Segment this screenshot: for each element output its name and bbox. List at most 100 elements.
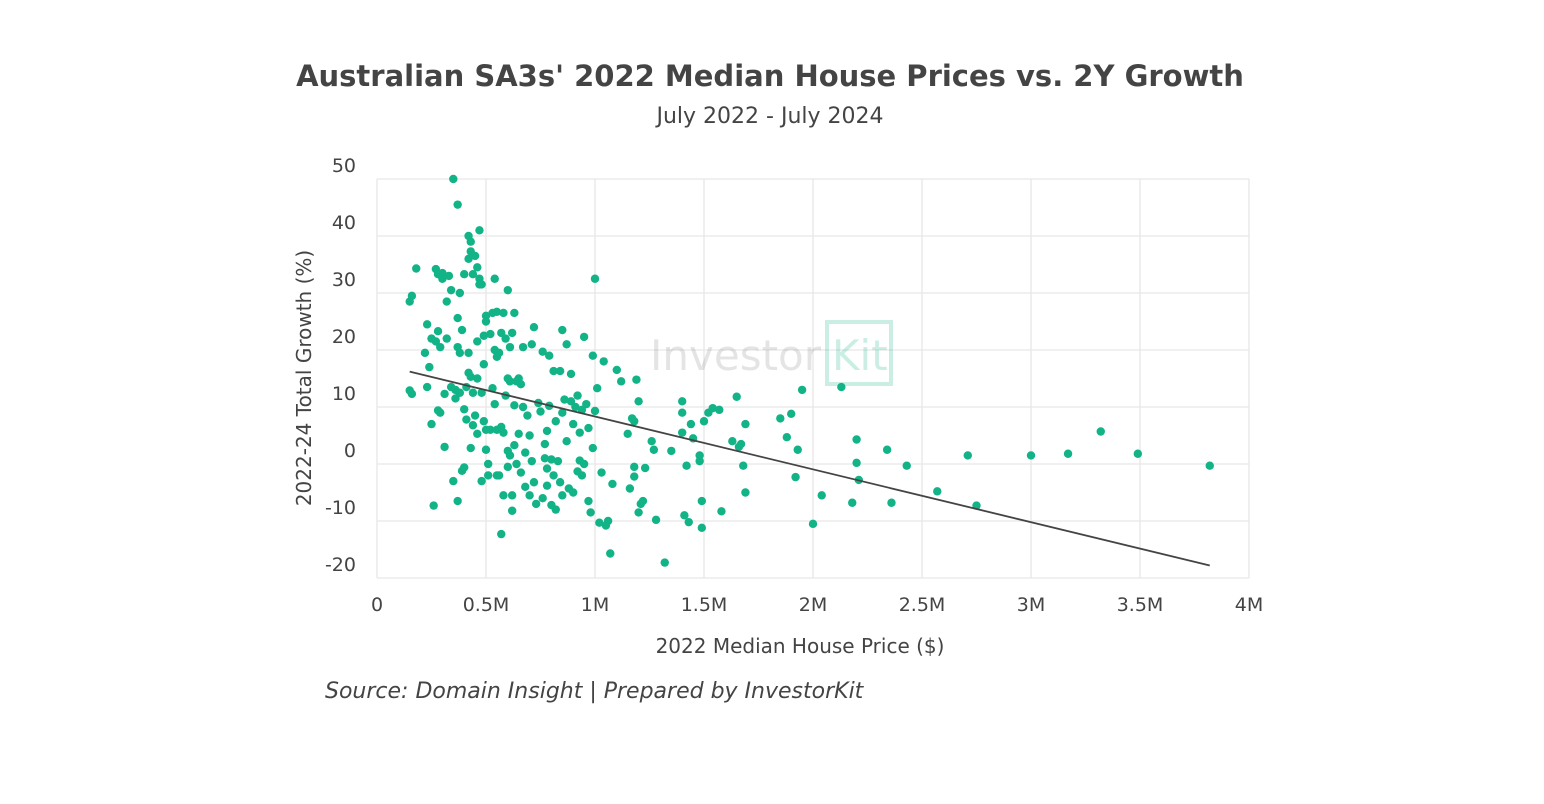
data-point: [566, 369, 576, 379]
data-point: [507, 506, 517, 515]
data-point: [791, 472, 800, 482]
data-point: [477, 388, 486, 397]
data-point: [438, 274, 447, 283]
data-point: [460, 405, 469, 414]
data-point: [431, 337, 441, 346]
data-point: [616, 377, 626, 386]
data-point: [612, 365, 621, 375]
data-point: [503, 285, 512, 295]
data-point: [638, 496, 648, 506]
y-tick-label: 10: [332, 383, 356, 405]
data-point: [503, 462, 512, 472]
data-point: [579, 459, 589, 469]
data-point: [553, 456, 563, 466]
data-point: [477, 280, 486, 289]
data-point: [464, 348, 473, 358]
data-point: [531, 499, 541, 509]
data-point: [660, 558, 669, 567]
data-point: [481, 317, 491, 326]
x-tick-label: 2.5M: [899, 594, 946, 616]
data-point: [551, 505, 560, 514]
data-point: [510, 401, 519, 410]
data-point: [479, 360, 489, 369]
data-point: [1133, 449, 1143, 458]
data-point: [425, 362, 434, 372]
data-point: [525, 491, 534, 500]
data-point: [686, 419, 696, 429]
data-point: [741, 488, 750, 497]
data-point: [1096, 427, 1105, 436]
data-point: [455, 348, 465, 358]
data-point: [599, 357, 608, 366]
data-point: [540, 439, 550, 449]
data-point: [453, 200, 462, 209]
data-point: [595, 518, 604, 527]
data-point: [632, 375, 641, 384]
data-point: [582, 399, 591, 409]
x-tick-label: 4M: [1235, 594, 1263, 616]
data-point: [486, 425, 495, 434]
data-point: [555, 478, 565, 487]
data-point: [603, 516, 613, 526]
y-tick-label: 20: [332, 326, 356, 348]
data-point: [538, 494, 547, 503]
data-point: [560, 395, 569, 404]
data-point: [647, 437, 656, 446]
data-point: [558, 325, 567, 335]
data-point: [837, 382, 846, 392]
data-point: [684, 517, 693, 527]
x-tick-label: 3M: [1017, 594, 1045, 616]
data-point: [634, 508, 643, 517]
data-point: [787, 409, 796, 419]
data-point: [848, 498, 857, 507]
data-point: [562, 437, 571, 446]
data-point: [634, 397, 643, 406]
data-point: [436, 342, 445, 352]
data-point: [521, 482, 530, 491]
data-point: [460, 463, 469, 472]
data-point: [466, 237, 475, 246]
data-point: [507, 328, 517, 338]
data-point: [678, 408, 687, 417]
data-point: [545, 351, 554, 360]
data-point: [525, 431, 534, 440]
data-point: [699, 417, 709, 426]
data-point: [887, 498, 896, 507]
data-point: [566, 397, 576, 406]
data-point: [797, 385, 807, 395]
data-point: [852, 458, 861, 468]
data-point: [630, 472, 639, 481]
data-point: [473, 374, 482, 383]
data-point: [852, 435, 861, 444]
x-tick-label: 0.5M: [463, 594, 510, 616]
data-point: [529, 478, 539, 487]
data-point: [808, 519, 818, 529]
data-point: [460, 269, 469, 279]
data-point: [473, 429, 482, 438]
data-point: [1026, 451, 1036, 460]
data-point: [490, 274, 499, 283]
data-point: [608, 479, 617, 489]
data-point: [505, 451, 515, 460]
y-tick-label: 40: [332, 212, 356, 234]
data-point: [549, 471, 558, 480]
data-point: [429, 501, 438, 510]
data-point: [793, 445, 802, 454]
data-point: [505, 377, 515, 386]
x-axis-label: 2022 Median House Price ($): [656, 634, 945, 658]
data-point: [442, 297, 451, 306]
data-point: [584, 496, 593, 506]
data-point: [538, 347, 547, 356]
data-point: [468, 421, 478, 430]
data-point: [468, 388, 478, 397]
data-point: [569, 419, 578, 429]
data-point: [549, 366, 558, 376]
data-point: [455, 288, 465, 298]
data-point: [606, 549, 615, 558]
x-tick-label: 2M: [799, 594, 827, 616]
data-point: [882, 445, 892, 454]
trendline: [409, 370, 1210, 567]
data-point: [732, 392, 741, 401]
data-point: [680, 511, 689, 520]
